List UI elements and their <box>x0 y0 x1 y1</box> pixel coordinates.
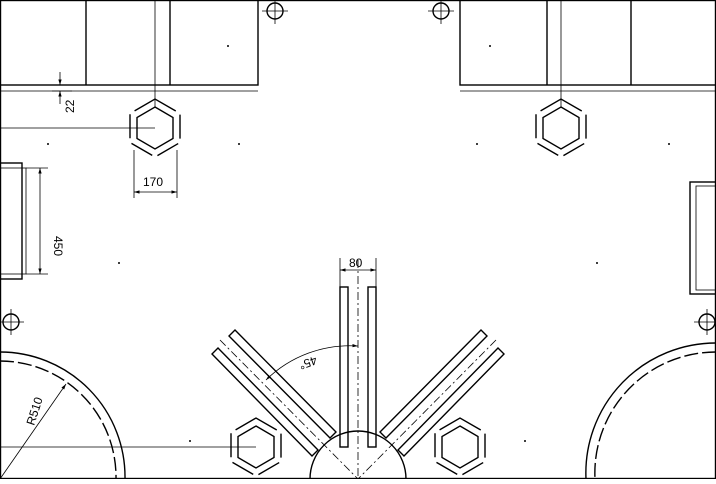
dim-text-450: 450 <box>51 236 65 256</box>
side-bay-left: 450 <box>0 162 65 280</box>
hex-fixture-bottom-left <box>0 417 282 477</box>
bolt-symbol-top-center-right <box>428 0 454 24</box>
dim-text-170: 170 <box>143 175 163 189</box>
arm-vertical: 80 <box>339 256 377 479</box>
reference-dots <box>47 143 670 442</box>
dim-text-80: 80 <box>349 256 363 270</box>
bolt-symbol-mid-right <box>694 309 716 335</box>
hex-fixture-top-right <box>535 98 587 158</box>
dimension-22: 22 <box>52 72 77 113</box>
dimension-angle-45: 45° <box>265 343 359 381</box>
dimension-170: 170 <box>133 150 178 198</box>
center-hub <box>309 430 407 480</box>
cabinet-top-right <box>459 0 716 108</box>
bolt-symbol-mid-left <box>0 309 24 335</box>
arc-bottom-right <box>585 342 716 480</box>
arm-left-diagonal <box>211 329 359 480</box>
hex-fixture-top-left <box>0 98 181 158</box>
dim-text-r510: R510 <box>24 395 46 427</box>
dim-text-22: 22 <box>63 99 77 113</box>
arm-right-diagonal <box>357 329 505 480</box>
side-bay-right <box>689 181 716 295</box>
bolt-symbol-top-center-left <box>262 0 288 24</box>
hex-fixture-bottom-right <box>434 417 486 477</box>
dim-text-45deg: 45° <box>297 353 319 372</box>
cabinet-top-left <box>0 0 259 108</box>
arc-bottom-left: R510 <box>0 351 126 480</box>
